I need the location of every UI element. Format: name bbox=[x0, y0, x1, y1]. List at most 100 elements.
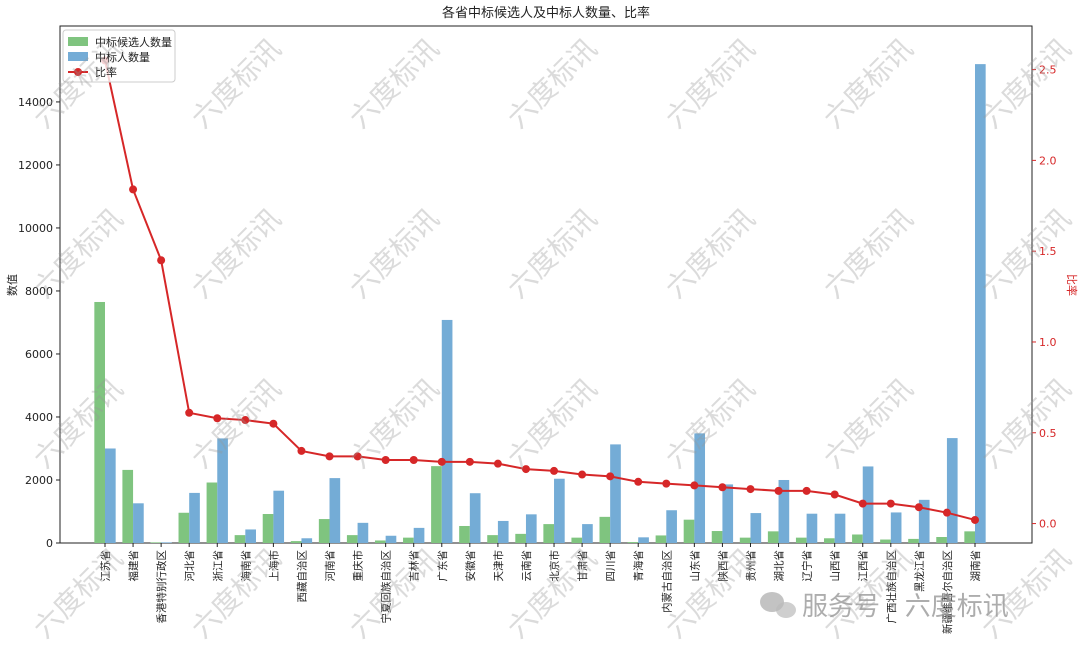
bar bbox=[824, 538, 835, 543]
bar bbox=[487, 535, 498, 543]
footer-icon bbox=[776, 602, 796, 618]
watermark: 六度标讯 bbox=[343, 32, 446, 135]
line-point bbox=[578, 470, 587, 479]
bar bbox=[515, 533, 526, 543]
x-tick-label: 山东省 bbox=[688, 550, 701, 582]
line-point bbox=[325, 452, 334, 461]
bar bbox=[346, 535, 358, 543]
bar bbox=[525, 514, 537, 543]
legend-swatch bbox=[68, 52, 88, 61]
bar bbox=[852, 534, 863, 543]
x-tick-label: 新疆维吾尔自治区 bbox=[941, 550, 954, 634]
line bbox=[104, 60, 976, 521]
bar bbox=[571, 537, 583, 543]
y2-tick-label: 1.0 bbox=[1039, 336, 1057, 349]
line-point bbox=[634, 477, 643, 486]
bar bbox=[627, 542, 639, 543]
x-tick-label: 浙江省 bbox=[211, 550, 224, 582]
watermark: 六度标讯 bbox=[343, 202, 446, 305]
watermark: 六度标讯 bbox=[501, 202, 604, 305]
line-point bbox=[437, 457, 446, 466]
line-point bbox=[746, 485, 755, 494]
x-tick-label: 贵州省 bbox=[744, 550, 757, 582]
bar bbox=[655, 535, 667, 543]
legend-label: 中标人数量 bbox=[95, 50, 150, 64]
legend-swatch bbox=[68, 37, 88, 46]
bar bbox=[599, 516, 611, 543]
x-tick-label: 香港特别行政区 bbox=[155, 550, 168, 624]
bar bbox=[880, 539, 891, 543]
x-tick-label: 广东省 bbox=[436, 550, 449, 582]
watermark: 六度标讯 bbox=[501, 32, 604, 135]
x-tick-label: 宁夏回族自治区 bbox=[380, 550, 393, 624]
line-point bbox=[241, 416, 250, 425]
line-point bbox=[269, 419, 278, 428]
bar bbox=[834, 513, 846, 543]
watermark: 六度标讯 bbox=[501, 372, 604, 475]
y-tick-label: 14000 bbox=[18, 96, 53, 109]
bar bbox=[262, 514, 274, 543]
x-tick-label: 山西省 bbox=[829, 550, 842, 582]
y-tick-label: 2000 bbox=[25, 474, 53, 487]
x-tick-label: 天津市 bbox=[492, 550, 505, 582]
bar bbox=[441, 319, 453, 543]
bar bbox=[385, 535, 397, 543]
bar bbox=[638, 537, 649, 543]
bar bbox=[711, 531, 723, 543]
line-point bbox=[129, 185, 138, 194]
bar bbox=[683, 519, 695, 543]
bar bbox=[469, 493, 481, 543]
y-axis-label: 数值 bbox=[6, 274, 19, 296]
bar bbox=[497, 520, 509, 543]
x-tick-label: 辽宁省 bbox=[801, 550, 814, 582]
watermark: 六度标讯 bbox=[27, 202, 130, 305]
line-point bbox=[409, 456, 418, 465]
line-point bbox=[942, 508, 951, 517]
x-tick-label: 湖北省 bbox=[773, 550, 786, 582]
x-tick-label: 北京市 bbox=[548, 550, 561, 582]
line-point bbox=[493, 459, 502, 468]
bar bbox=[273, 490, 285, 543]
line-point bbox=[606, 472, 615, 481]
bar bbox=[150, 542, 162, 543]
line-point bbox=[690, 481, 699, 490]
x-tick-label: 西藏自治区 bbox=[295, 550, 308, 603]
bar bbox=[133, 503, 144, 543]
bar bbox=[178, 512, 190, 543]
line-point bbox=[886, 499, 895, 508]
line-point bbox=[914, 503, 923, 512]
x-tick-label: 四川省 bbox=[604, 550, 617, 582]
bar bbox=[750, 513, 762, 543]
line-point bbox=[213, 414, 222, 423]
bar bbox=[890, 512, 902, 543]
y2-axis-label: 比率 bbox=[1065, 274, 1079, 296]
x-tick-label: 吉林省 bbox=[408, 550, 421, 582]
bar bbox=[946, 438, 958, 543]
line-point bbox=[381, 456, 390, 465]
watermark: 六度标讯 bbox=[27, 542, 130, 645]
x-tick-label: 安徽省 bbox=[464, 550, 477, 582]
x-tick-label: 广西壮族自治区 bbox=[885, 550, 898, 624]
bar bbox=[666, 510, 677, 543]
bar bbox=[722, 484, 734, 543]
x-tick-label: 河北省 bbox=[183, 550, 196, 582]
watermark: 六度标讯 bbox=[659, 32, 762, 135]
x-tick-label: 上海市 bbox=[267, 550, 280, 582]
bar bbox=[975, 64, 986, 543]
x-tick-label: 青海省 bbox=[632, 550, 645, 582]
line-point bbox=[858, 499, 867, 508]
watermark: 六度标讯 bbox=[975, 202, 1078, 305]
legend-frame bbox=[62, 29, 176, 83]
bar bbox=[778, 479, 790, 543]
bar bbox=[217, 438, 228, 543]
bar bbox=[582, 524, 593, 543]
line-point bbox=[830, 490, 839, 499]
x-tick-label: 福建省 bbox=[127, 550, 140, 582]
bar bbox=[329, 478, 341, 543]
x-tick-label: 河南省 bbox=[324, 550, 337, 582]
y-tick-label: 8000 bbox=[25, 285, 53, 298]
y-tick-label: 4000 bbox=[25, 411, 53, 424]
x-tick-label: 湖南省 bbox=[969, 550, 982, 582]
